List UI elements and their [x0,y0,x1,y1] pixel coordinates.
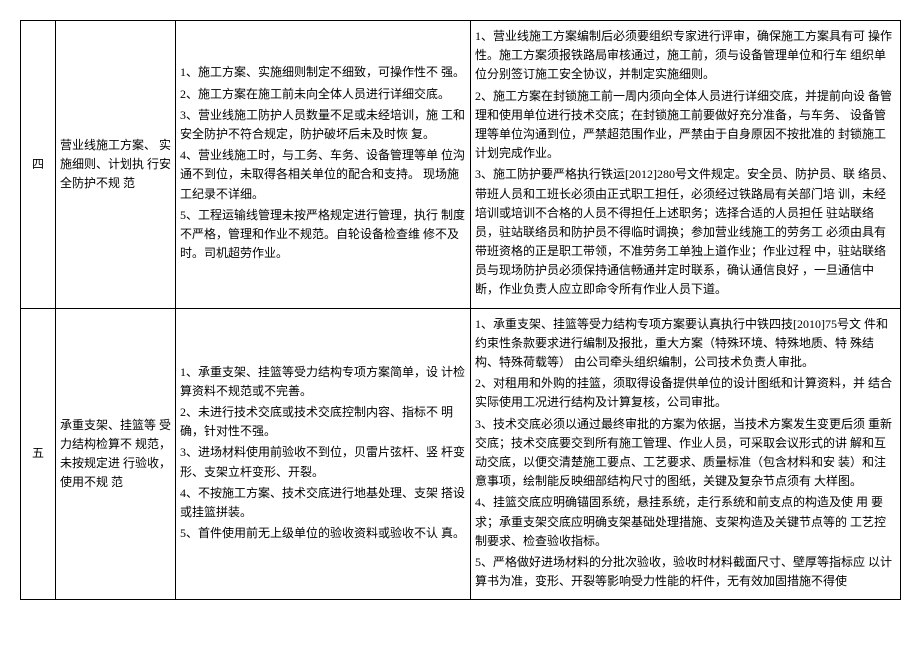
measure-item: 1、营业线施工方案编制后必须要组织专家进行评审，确保施工方案具有可 操作性。施工… [475,27,896,85]
row-number: 五 [32,446,44,460]
issue-item: 4、营业线施工时，与工务、车务、设备管理等单 位沟通不到位，未取得各相关单位的配… [180,146,466,204]
issues-cell: 1、施工方案、实施细则制定不细致，可操作性不 强。 2、施工方案在施工前未向全体… [176,21,471,309]
row-title: 承重支架、挂篮等 受力结构检算不 规范，未按规定进 行验收，使用不规 范 [60,418,171,490]
issue-item: 3、营业线施工防护人员数量不足或未经培训，施 工和安全防护不符合规定，防护破坏后… [180,106,466,144]
issue-item: 5、工程运输线管理未按严格规定进行管理，执行 制度不严格，管理和作业不规范。自轮… [180,206,466,264]
issue-item: 3、进场材料使用前验收不到位，贝雷片弦杆、竖 杆变形、支架立杆变形、开裂。 [180,443,466,481]
table-row: 五 承重支架、挂篮等 受力结构检算不 规范，未按规定进 行验收，使用不规 范 1… [21,308,901,600]
issue-item: 1、承重支架、挂篮等受力结构专项方案简单，设 计检算资料不规范或不完善。 [180,363,466,401]
row-title-cell: 营业线施工方案、 实施细则、计划执 行安全防护不规 范 [56,21,176,309]
measure-item: 1、承重支架、挂篮等受力结构专项方案要认真执行中铁四技[2010]75号文 件和… [475,315,896,373]
measure-item: 3、技术交底必须以通过最终审批的方案为依据，当技术方案发生变更后须 重新交底；技… [475,415,896,492]
issue-item: 2、施工方案在施工前未向全体人员进行详细交底。 [180,85,466,104]
issue-item: 1、施工方案、实施细则制定不细致，可操作性不 强。 [180,63,466,82]
row-number: 四 [32,157,44,171]
row-title-cell: 承重支架、挂篮等 受力结构检算不 规范，未按规定进 行验收，使用不规 范 [56,308,176,600]
row-number-cell: 四 [21,21,56,309]
issue-item: 2、未进行技术交底或技术交底控制内容、指标不 明确，针对性不强。 [180,403,466,441]
measure-item: 4、挂篮交底应明确锚固系统，悬挂系统，走行系统和前支点的构造及使 用 要求；承重… [475,493,896,551]
table-body: 四 营业线施工方案、 实施细则、计划执 行安全防护不规 范 1、施工方案、实施细… [21,21,901,600]
row-number-cell: 五 [21,308,56,600]
table-row: 四 营业线施工方案、 实施细则、计划执 行安全防护不规 范 1、施工方案、实施细… [21,21,901,309]
row-title: 营业线施工方案、 实施细则、计划执 行安全防护不规 范 [60,138,171,190]
measure-item: 2、对租用和外购的挂篮，须取得设备提供单位的设计图纸和计算资料，并 结合实际使用… [475,374,896,412]
measures-cell: 1、营业线施工方案编制后必须要组织专家进行评审，确保施工方案具有可 操作性。施工… [471,21,901,309]
measure-item: 2、施工方案在封锁施工前一周内须向全体人员进行详细交底，并提前向设 备管理和使用… [475,87,896,164]
issue-item: 5、首件使用前无上级单位的验收资料或验收不认 真。 [180,524,466,543]
measures-cell: 1、承重支架、挂篮等受力结构专项方案要认真执行中铁四技[2010]75号文 件和… [471,308,901,600]
measure-item: 5、严格做好进场材料的分批次验收，验收时材料截面尺寸、壁厚等指标应 以计算书为准… [475,553,896,591]
measure-item: 3、施工防护要严格执行铁运[2012]280号文件规定。安全员、防护员、联 络员… [475,165,896,299]
issue-item: 4、不按施工方案、技术交底进行地基处理、支架 搭设或挂篮拼装。 [180,484,466,522]
issues-cell: 1、承重支架、挂篮等受力结构专项方案简单，设 计检算资料不规范或不完善。 2、未… [176,308,471,600]
regulations-table: 四 营业线施工方案、 实施细则、计划执 行安全防护不规 范 1、施工方案、实施细… [20,20,901,600]
